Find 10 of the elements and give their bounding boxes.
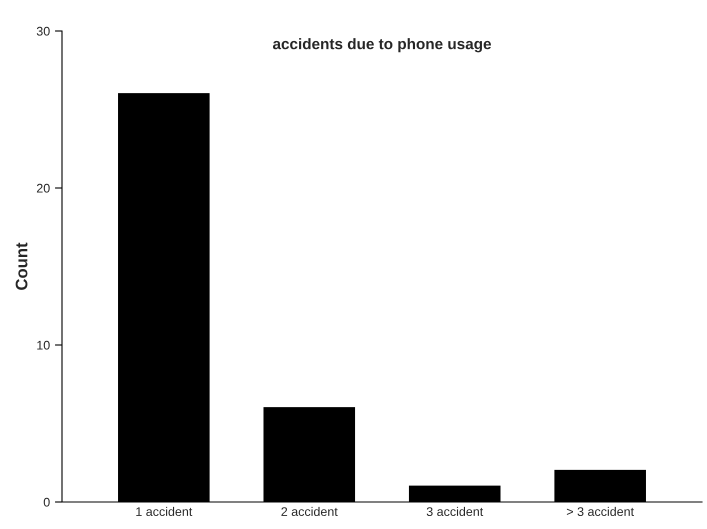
x-tick-label: 3 accident [426, 506, 484, 516]
x-tick-label: 1 accident [136, 506, 192, 516]
y-tick-label: 30 [36, 26, 50, 36]
y-axis-title: Count [16, 242, 28, 290]
x-tick-label: 2 accident [281, 506, 338, 516]
chart-title: accidents due to phone usage [272, 38, 491, 52]
y-tick-label: 20 [36, 184, 50, 193]
y-tick-label: 10 [37, 340, 50, 350]
x-tick-label: > 3 accident [566, 506, 634, 516]
y-tick-label: 0 [44, 498, 50, 507]
